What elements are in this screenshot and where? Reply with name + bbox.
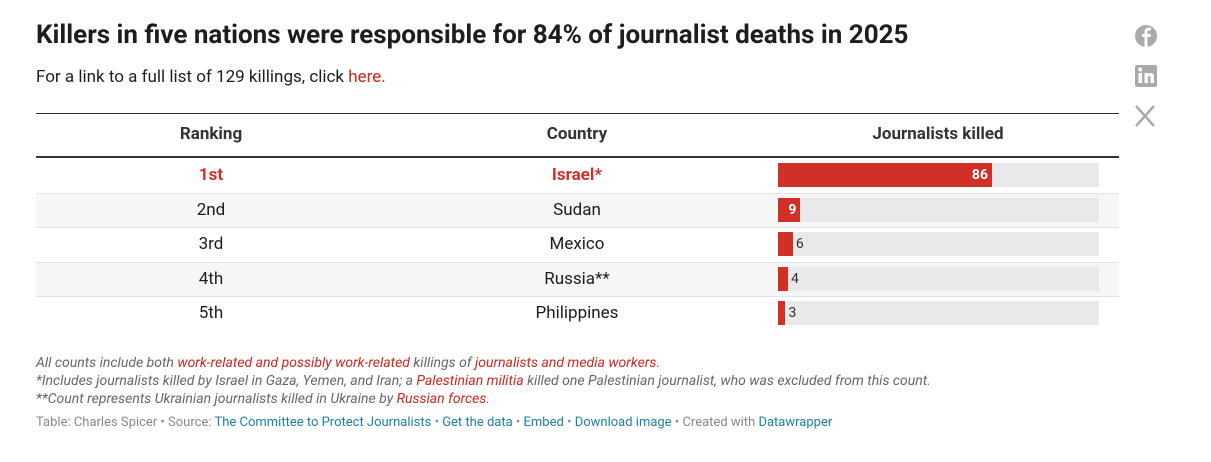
link[interactable]: Datawrapper bbox=[758, 415, 833, 430]
top-rule bbox=[36, 113, 1119, 114]
note: All counts include both work-related and… bbox=[36, 355, 660, 371]
value-label: 4 bbox=[790, 270, 799, 287]
column-header: Country bbox=[546, 124, 608, 144]
ranking: 1st bbox=[198, 165, 224, 185]
ranking: 2nd bbox=[196, 199, 226, 220]
link[interactable]: Embed bbox=[523, 415, 564, 430]
title: Killers in five nations were responsible… bbox=[36, 20, 909, 50]
text: For a link to a full list of 129 killing… bbox=[36, 67, 349, 87]
header-rule bbox=[36, 156, 1119, 158]
bar bbox=[778, 266, 788, 291]
row-rule bbox=[36, 261, 1119, 263]
bar bbox=[778, 197, 801, 222]
column-header: Journalists killed bbox=[872, 124, 1004, 144]
country: Israel* bbox=[551, 165, 603, 185]
text: killed one Palestinian journalist, who w… bbox=[523, 373, 931, 389]
country: Russia** bbox=[544, 268, 610, 289]
link[interactable]: Palestinian militia bbox=[416, 373, 524, 389]
note: *Includes journalists killed by Israel i… bbox=[36, 373, 931, 389]
text: *Includes journalists killed by Israel i… bbox=[36, 373, 417, 389]
link[interactable]: here. bbox=[348, 67, 386, 87]
intro: For a link to a full list of 129 killing… bbox=[36, 67, 386, 87]
value-label: 9 bbox=[788, 201, 797, 218]
linkedin-icon[interactable] bbox=[1135, 65, 1157, 87]
bar-track bbox=[778, 301, 1099, 325]
ranking: 3rd bbox=[198, 234, 224, 254]
text: . bbox=[656, 355, 661, 371]
text: • bbox=[512, 415, 524, 430]
link[interactable]: work-related and possibly work-related bbox=[177, 355, 410, 371]
note: **Count represents Ukrainian journalists… bbox=[36, 391, 490, 407]
link[interactable]: Russian forces bbox=[396, 391, 487, 407]
bar-track bbox=[778, 197, 1099, 222]
link[interactable]: journalists and media workers bbox=[474, 355, 657, 371]
bar-track bbox=[778, 266, 1099, 291]
text: . bbox=[486, 391, 490, 407]
link[interactable]: The Committee to Protect Journalists bbox=[214, 415, 432, 430]
column-header: Ranking bbox=[179, 124, 243, 144]
footer: Table: Charles Spicer • Source: The Comm… bbox=[36, 415, 832, 430]
text: • bbox=[431, 415, 443, 430]
text: • Created with bbox=[671, 415, 759, 430]
text: All counts include both bbox=[36, 355, 178, 371]
bar bbox=[778, 232, 793, 256]
bar-track bbox=[778, 232, 1099, 256]
row-rule bbox=[36, 296, 1119, 297]
country: Mexico bbox=[549, 234, 605, 254]
value-label: 3 bbox=[788, 305, 797, 321]
text: • bbox=[563, 415, 575, 430]
text: **Count represents Ukrainian journalists… bbox=[36, 391, 397, 407]
bar bbox=[778, 301, 786, 325]
value-label: 86 bbox=[971, 167, 988, 183]
link[interactable]: Download image bbox=[574, 415, 672, 430]
text: killings of bbox=[409, 355, 475, 371]
text: Table: Charles Spicer • Source: bbox=[36, 415, 215, 430]
row-rule bbox=[36, 227, 1119, 228]
share-icons bbox=[1135, 25, 1157, 127]
country: Philippines bbox=[535, 303, 619, 323]
facebook-icon[interactable] bbox=[1135, 25, 1157, 47]
ranking: 4th bbox=[198, 268, 224, 289]
ranking: 5th bbox=[198, 303, 224, 323]
x-icon[interactable] bbox=[1135, 105, 1155, 127]
bar bbox=[778, 163, 992, 187]
link[interactable]: Get the data bbox=[442, 415, 513, 430]
country: Sudan bbox=[553, 199, 601, 220]
row-rule bbox=[36, 192, 1119, 194]
value-label: 6 bbox=[795, 236, 804, 252]
